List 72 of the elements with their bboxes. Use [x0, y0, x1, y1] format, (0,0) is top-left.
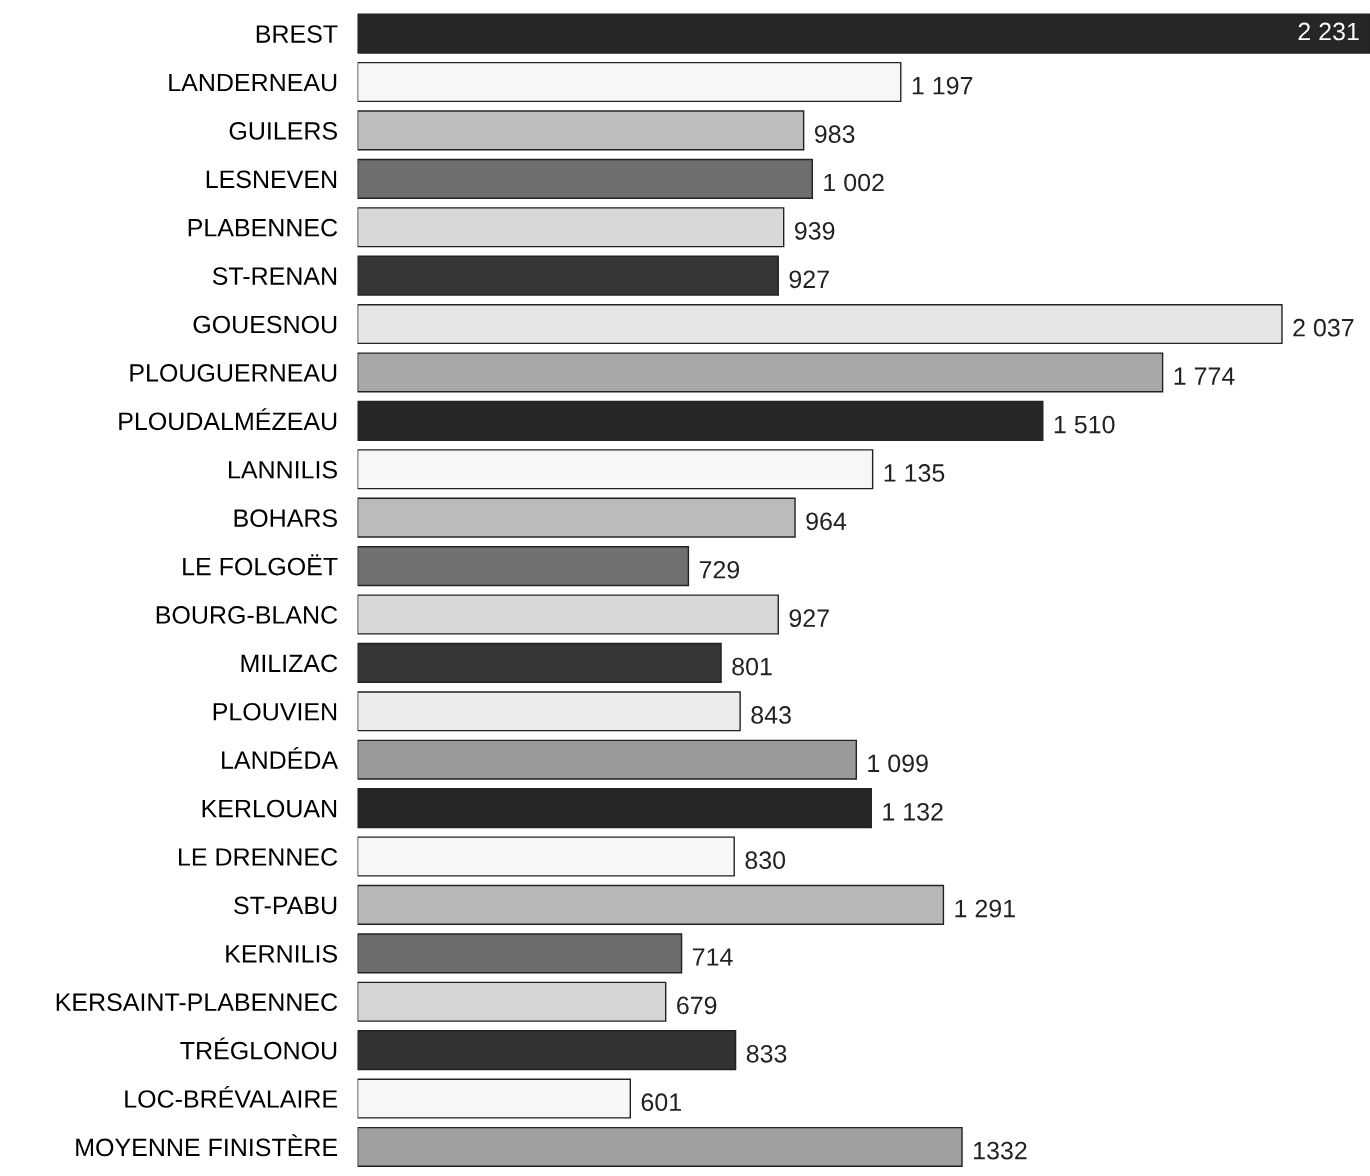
bar [357, 739, 857, 780]
y-tick-label: ST-RENAN [212, 267, 337, 285]
y-tick-label: BREST [256, 25, 338, 43]
y-tick-label: GUILERS [229, 122, 337, 140]
bar [357, 449, 874, 490]
bar [357, 546, 690, 587]
data-label: 1 510 [1054, 415, 1115, 434]
data-label: 2 231 [1298, 22, 1359, 41]
y-tick-label: PLOUDALMÉZEAU [119, 408, 337, 431]
data-label: 1332 [974, 1141, 1027, 1160]
bar [357, 788, 872, 829]
y-tick-label: LOC-BRÉVALAIRE [125, 1085, 338, 1108]
bar [357, 642, 722, 683]
bar [357, 158, 813, 199]
bar [357, 884, 945, 925]
bar [357, 303, 1283, 345]
data-label: 939 [794, 222, 835, 240]
y-tick-label: MILIZAC [241, 654, 338, 673]
y-tick-label: LE DRENNEC [179, 848, 338, 866]
y-tick-label: BOURG-BLANC [156, 606, 338, 624]
data-label: 729 [699, 560, 740, 579]
bar [357, 933, 683, 974]
data-label: 2 037 [1293, 318, 1354, 337]
data-label: 833 [746, 1044, 787, 1063]
data-label: 1 099 [868, 754, 928, 773]
y-tick-label: KERNILIS [226, 944, 337, 963]
data-label: 843 [751, 706, 791, 724]
bar [357, 255, 779, 296]
bar [357, 981, 667, 1022]
y-tick-label: KERLOUAN [202, 799, 337, 818]
data-label: 679 [677, 996, 717, 1015]
data-label: 1 135 [884, 464, 945, 482]
bar [357, 110, 805, 151]
bar [357, 352, 1164, 393]
y-tick-label: LANDÉDA [222, 747, 339, 769]
bar [357, 1030, 737, 1071]
data-label: 1 291 [955, 899, 1015, 918]
bar [357, 1126, 963, 1168]
y-tick-label: ST-PABU [234, 896, 337, 915]
data-label: 983 [814, 125, 855, 143]
data-label: 714 [692, 948, 733, 966]
data-label: 1 774 [1174, 367, 1235, 385]
bar [357, 400, 1044, 441]
y-tick-label: LE FOLGOËT [183, 554, 338, 576]
y-tick-label: MOYENNE FINISTÈRE [76, 1134, 338, 1157]
data-label: 927 [789, 609, 829, 628]
bar [357, 1078, 631, 1119]
y-tick-label: LESNEVEN [206, 170, 337, 189]
data-label: 1 002 [824, 173, 884, 192]
data-label: 1 132 [883, 802, 943, 821]
data-label: 927 [789, 270, 829, 289]
bar [357, 691, 741, 732]
bar [357, 836, 735, 877]
y-tick-label: PLOUGUERNEAU [130, 364, 337, 382]
y-tick-label: LANNILIS [229, 460, 337, 479]
data-label: 1 197 [912, 76, 973, 95]
data-label: 830 [745, 851, 786, 870]
data-label: 964 [806, 512, 847, 531]
y-tick-label: LANDERNEAU [169, 73, 337, 92]
bar [357, 594, 779, 635]
y-tick-label: GOUESNOU [193, 315, 337, 334]
y-tick-label: TRÉGLONOU [180, 1037, 337, 1060]
y-tick-label: BOHARS [234, 509, 337, 527]
bar [357, 207, 785, 248]
y-tick-label: PLABENNEC [188, 218, 338, 237]
bar [357, 13, 1370, 54]
y-tick-label: PLOUVIEN [213, 702, 337, 721]
data-label: 601 [641, 1093, 681, 1112]
y-tick-label: KERSAINT-PLABENNEC [56, 993, 338, 1012]
data-label: 801 [732, 657, 772, 676]
bar [357, 61, 902, 103]
bar [357, 497, 796, 538]
